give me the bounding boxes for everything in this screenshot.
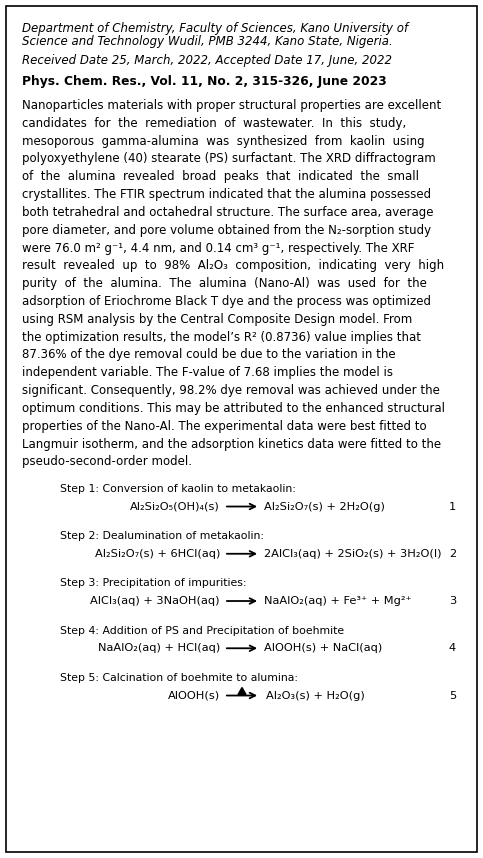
Text: 3: 3 <box>449 596 456 606</box>
Text: of  the  alumina  revealed  broad  peaks  that  indicated  the  small: of the alumina revealed broad peaks that… <box>22 170 419 184</box>
Text: candidates  for  the  remediation  of  wastewater.  In  this  study,: candidates for the remediation of wastew… <box>22 117 406 130</box>
Text: Step 2: Dealumination of metakaolin:: Step 2: Dealumination of metakaolin: <box>60 531 264 541</box>
Text: 2AlCl₃(aq) + 2SiO₂(s) + 3H₂O(l): 2AlCl₃(aq) + 2SiO₂(s) + 3H₂O(l) <box>264 549 441 559</box>
Text: the optimization results, the model’s R² (0.8736) value implies that: the optimization results, the model’s R²… <box>22 330 421 343</box>
Text: AlOOH(s) + NaCl(aq): AlOOH(s) + NaCl(aq) <box>264 644 382 653</box>
Text: Step 1: Conversion of kaolin to metakaolin:: Step 1: Conversion of kaolin to metakaol… <box>60 484 296 494</box>
Text: were 76.0 m² g⁻¹, 4.4 nm, and 0.14 cm³ g⁻¹, respectively. The XRF: were 76.0 m² g⁻¹, 4.4 nm, and 0.14 cm³ g… <box>22 241 414 255</box>
Text: NaAlO₂(aq) + HCl(aq): NaAlO₂(aq) + HCl(aq) <box>98 644 220 653</box>
Text: AlCl₃(aq) + 3NaOH(aq): AlCl₃(aq) + 3NaOH(aq) <box>90 596 220 606</box>
Text: Received Date 25, March, 2022, Accepted Date 17, June, 2022: Received Date 25, March, 2022, Accepted … <box>22 54 392 68</box>
Text: Step 4: Addition of PS and Precipitation of boehmite: Step 4: Addition of PS and Precipitation… <box>60 625 344 636</box>
Text: 4: 4 <box>449 644 456 653</box>
Text: result  revealed  up  to  98%  Al₂O₃  composition,  indicating  very  high: result revealed up to 98% Al₂O₃ composit… <box>22 259 444 272</box>
Text: mesoporous  gamma-alumina  was  synthesized  from  kaolin  using: mesoporous gamma-alumina was synthesized… <box>22 135 425 148</box>
Polygon shape <box>238 687 246 694</box>
Text: Al₂Si₂O₇(s) + 2H₂O(g): Al₂Si₂O₇(s) + 2H₂O(g) <box>264 502 385 511</box>
Text: crystallites. The FTIR spectrum indicated that the alumina possessed: crystallites. The FTIR spectrum indicate… <box>22 188 431 201</box>
Text: Al₂O₃(s) + H₂O(g): Al₂O₃(s) + H₂O(g) <box>266 691 365 700</box>
Text: purity  of  the  alumina.  The  alumina  (Nano-Al)  was  used  for  the: purity of the alumina. The alumina (Nano… <box>22 277 427 290</box>
Text: 5: 5 <box>449 691 456 700</box>
Text: optimum conditions. This may be attributed to the enhanced structural: optimum conditions. This may be attribut… <box>22 402 445 415</box>
Text: both tetrahedral and octahedral structure. The surface area, average: both tetrahedral and octahedral structur… <box>22 206 434 219</box>
Text: 87.36% of the dye removal could be due to the variation in the: 87.36% of the dye removal could be due t… <box>22 348 396 361</box>
Text: NaAlO₂(aq) + Fe³⁺ + Mg²⁺: NaAlO₂(aq) + Fe³⁺ + Mg²⁺ <box>264 596 412 606</box>
Text: adsorption of Eriochrome Black T dye and the process was optimized: adsorption of Eriochrome Black T dye and… <box>22 295 431 308</box>
Text: properties of the Nano-Al. The experimental data were best fitted to: properties of the Nano-Al. The experimen… <box>22 420 426 432</box>
Text: Step 3: Precipitation of impurities:: Step 3: Precipitation of impurities: <box>60 578 246 589</box>
Text: Nanoparticles materials with proper structural properties are excellent: Nanoparticles materials with proper stru… <box>22 99 441 112</box>
Text: using RSM analysis by the Central Composite Design model. From: using RSM analysis by the Central Compos… <box>22 313 412 326</box>
Text: significant. Consequently, 98.2% dye removal was achieved under the: significant. Consequently, 98.2% dye rem… <box>22 384 440 397</box>
Text: Step 5: Calcination of boehmite to alumina:: Step 5: Calcination of boehmite to alumi… <box>60 673 298 683</box>
Text: 1: 1 <box>449 502 456 511</box>
Text: independent variable. The F-value of 7.68 implies the model is: independent variable. The F-value of 7.6… <box>22 366 393 379</box>
Text: Department of Chemistry, Faculty of Sciences, Kano University of: Department of Chemistry, Faculty of Scie… <box>22 22 408 35</box>
Text: pore diameter, and pore volume obtained from the N₂-sorption study: pore diameter, and pore volume obtained … <box>22 224 431 237</box>
Text: pseudo-second-order model.: pseudo-second-order model. <box>22 456 192 468</box>
Text: Phys. Chem. Res., Vol. 11, No. 2, 315-326, June 2023: Phys. Chem. Res., Vol. 11, No. 2, 315-32… <box>22 75 387 88</box>
Text: polyoxyethylene (40) stearate (PS) surfactant. The XRD diffractogram: polyoxyethylene (40) stearate (PS) surfa… <box>22 153 436 166</box>
Text: Al₂Si₂O₅(OH)₄(s): Al₂Si₂O₅(OH)₄(s) <box>130 502 220 511</box>
Text: Langmuir isotherm, and the adsorption kinetics data were fitted to the: Langmuir isotherm, and the adsorption ki… <box>22 438 441 450</box>
Text: Science and Technology Wudil, PMB 3244, Kano State, Nigeria.: Science and Technology Wudil, PMB 3244, … <box>22 35 393 49</box>
Text: 2: 2 <box>449 549 456 559</box>
Text: Al₂Si₂O₇(s) + 6HCl(aq): Al₂Si₂O₇(s) + 6HCl(aq) <box>95 549 220 559</box>
Text: AlOOH(s): AlOOH(s) <box>168 691 220 700</box>
